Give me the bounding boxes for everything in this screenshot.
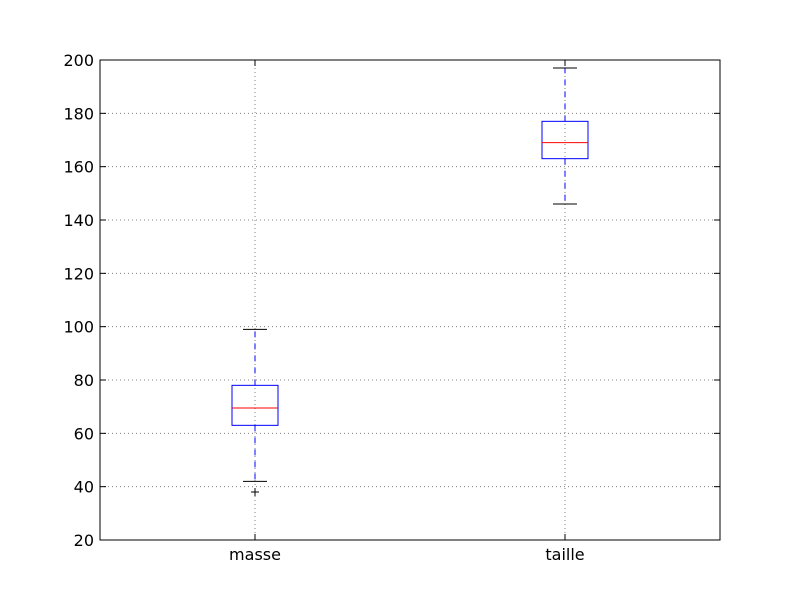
y-tick-label: 80 [74,371,94,390]
box-iqr [231,384,279,426]
y-tick-label: 40 [74,478,94,497]
axis-ticks [100,59,720,541]
y-tick-label: 60 [74,424,94,443]
y-tick-label: 200 [63,51,94,70]
y-tick-label: 20 [74,531,94,550]
y-tick-label: 160 [63,158,94,177]
y-tick-label: 120 [63,264,94,283]
axes-frame [99,59,721,541]
outlier-marker [251,488,259,496]
box-iqr [541,120,589,160]
y-tick-label: 180 [63,104,94,123]
tick-labels: 20 40 60 80 100 120 140 160 180 200 masse taille [63,51,584,564]
y-tick-label: 100 [63,318,94,337]
x-tick-label: masse [229,545,281,564]
x-tick-label: taille [545,545,584,564]
plot-area [100,60,720,540]
box-group [231,328,279,496]
y-tick-label: 140 [63,211,94,230]
grid-lines [100,60,720,540]
box-group [541,67,589,205]
boxes [231,67,589,496]
